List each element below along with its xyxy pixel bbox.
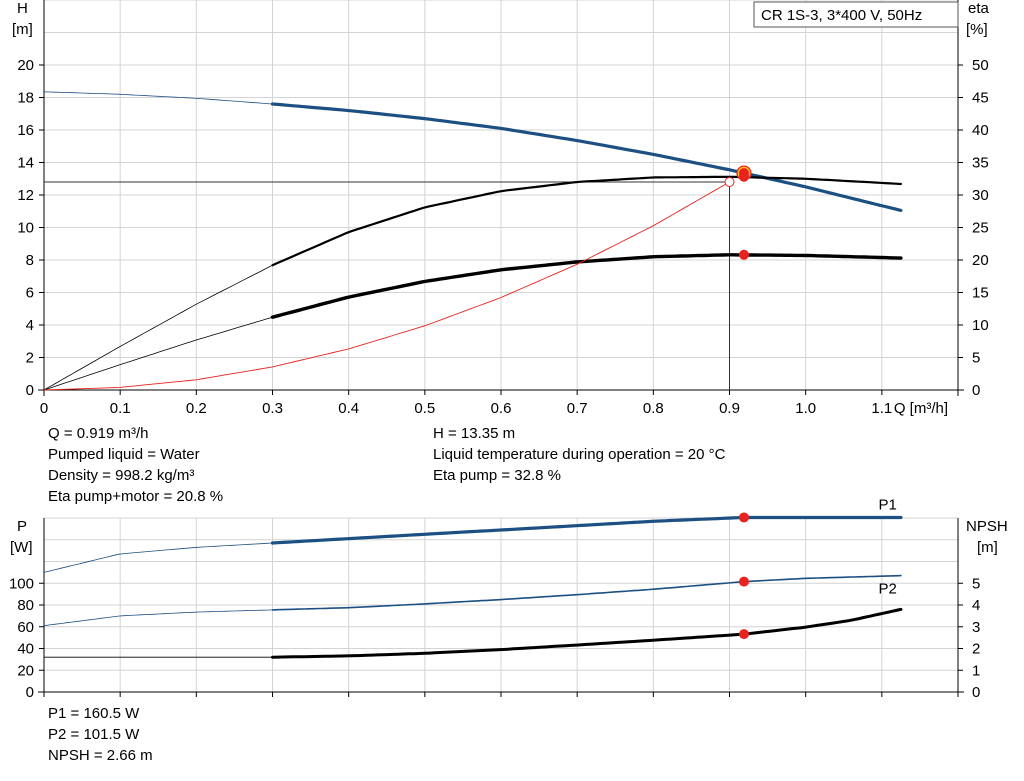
h-tick-label: 0: [26, 382, 34, 399]
duty-point-p2: [738, 576, 749, 587]
info-eta-pump-motor: Eta pump+motor = 20.8 %: [48, 488, 224, 505]
eta-pump-motor-line: [270, 253, 903, 319]
h-tick-label: 20: [17, 57, 34, 74]
p2-line-thin: [43, 609, 273, 627]
p-axis-unit: [W]: [10, 539, 33, 556]
info-eta-pump: Eta pump = 32.8 %: [433, 467, 561, 484]
h-tick-label: 6: [26, 285, 34, 302]
h-tick-label: 16: [17, 122, 34, 139]
duty-point-npsh: [738, 629, 749, 640]
p-tick-label: 20: [17, 662, 34, 679]
x-axis-label: Q [m³/h]: [894, 400, 948, 417]
npsh-tick-label: 1: [972, 662, 980, 679]
p2-curve-label: P2: [879, 581, 897, 598]
eta-tick-label: 30: [972, 187, 989, 204]
eta-tick-label: 35: [972, 155, 989, 172]
npsh-tick-label: 4: [972, 597, 980, 614]
p1-line-thin: [43, 542, 273, 573]
npsh-line: [271, 607, 903, 659]
h-tick-label: 12: [17, 187, 34, 204]
x-tick-label: 0.8: [643, 400, 664, 417]
duty-point-p1: [738, 512, 749, 523]
reference-point-marker: [724, 177, 735, 187]
eta-tick-label: 40: [972, 122, 989, 139]
p-axis-title: P: [17, 518, 27, 535]
h-axis-title: H: [17, 0, 28, 17]
info-npsh: NPSH = 2.66 m: [48, 747, 153, 764]
eta-axis-unit: [%]: [966, 21, 988, 38]
x-tick-label: 1.1: [871, 400, 892, 417]
info-block-right: H = 13.35 m Liquid temperature during op…: [433, 423, 725, 486]
bottom-grid: [43, 517, 959, 693]
npsh-axis-unit: [m]: [977, 539, 998, 556]
eta-pump-line-thin: [43, 264, 273, 391]
p1-line: [270, 515, 903, 545]
eta-tick-label: 15: [972, 285, 989, 302]
x-tick-label: 0.9: [719, 400, 740, 417]
x-tick-label: 0.6: [491, 400, 512, 417]
system-curve-line: [43, 181, 730, 391]
p-tick-label: 100: [9, 575, 34, 592]
title-box: [753, 1, 959, 28]
info-block-left: Q = 0.919 m³/h Pumped liquid = Water Den…: [48, 423, 223, 507]
npsh-tick-label: 2: [972, 641, 980, 658]
eta-tick-label: 50: [972, 57, 989, 74]
eta-tick-label: 20: [972, 252, 989, 269]
npsh-tick-label: 0: [972, 684, 980, 701]
h-tick-label: 18: [17, 90, 34, 107]
x-tick-label: 0.5: [414, 400, 435, 417]
x-tick-label: 0: [40, 400, 48, 417]
info-liquid-temperature: Liquid temperature during operation = 20…: [433, 446, 726, 463]
x-tick-label: 1.0: [795, 400, 816, 417]
h-axis-unit: [m]: [12, 21, 33, 38]
h-tick-label: 8: [26, 252, 34, 269]
eta-tick-label: 10: [972, 317, 989, 334]
p2-line: [271, 574, 902, 611]
h-tick-label: 2: [26, 350, 34, 367]
h-tick-label: 4: [26, 317, 34, 334]
x-tick-label: 0.3: [262, 400, 283, 417]
eta-tick-label: 45: [972, 90, 989, 107]
eta-tick-label: 5: [972, 350, 980, 367]
top-grid: [43, 0, 959, 391]
eta-pump-motor-line-thin: [43, 316, 273, 391]
npsh-tick-label: 5: [972, 575, 980, 592]
eta-tick-label: 25: [972, 220, 989, 237]
x-tick-label: 0.2: [186, 400, 207, 417]
x-tick-label: 0.7: [567, 400, 588, 417]
duty-point-eta-pump-motor: [738, 249, 749, 260]
p-tick-label: 60: [17, 619, 34, 636]
npsh-tick-label: 3: [972, 619, 980, 636]
info-flow: Q = 0.919 m³/h: [48, 425, 149, 442]
info-p1: P1 = 160.5 W: [48, 705, 140, 722]
p-tick-label: 80: [17, 597, 34, 614]
npsh-axis-title: NPSH: [966, 518, 1008, 535]
info-density: Density = 998.2 kg/m³: [48, 467, 195, 484]
info-pumped-liquid: Pumped liquid = Water: [48, 446, 200, 463]
eta-tick-label: 0: [972, 382, 980, 399]
eta-axis-title: eta: [968, 0, 990, 17]
p1-curve-label: P1: [879, 496, 897, 513]
p-tick-label: 40: [17, 641, 34, 658]
head-line: [270, 102, 903, 212]
h-tick-label: 10: [17, 220, 34, 237]
head-line-thin: [43, 91, 273, 105]
duty-point-eta-pump: [738, 171, 749, 182]
chart-title: CR 1S-3, 3*400 V, 50Hz: [761, 7, 922, 24]
x-tick-label: 0.4: [338, 400, 359, 417]
x-tick-label: 0.1: [110, 400, 131, 417]
p-tick-label: 0: [26, 684, 34, 701]
h-tick-label: 14: [17, 155, 34, 172]
eta-pump-line: [271, 175, 902, 267]
info-p2: P2 = 101.5 W: [48, 726, 140, 743]
info-block-power: P1 = 160.5 W P2 = 101.5 W NPSH = 2.66 m: [48, 703, 153, 766]
info-head: H = 13.35 m: [433, 425, 516, 442]
